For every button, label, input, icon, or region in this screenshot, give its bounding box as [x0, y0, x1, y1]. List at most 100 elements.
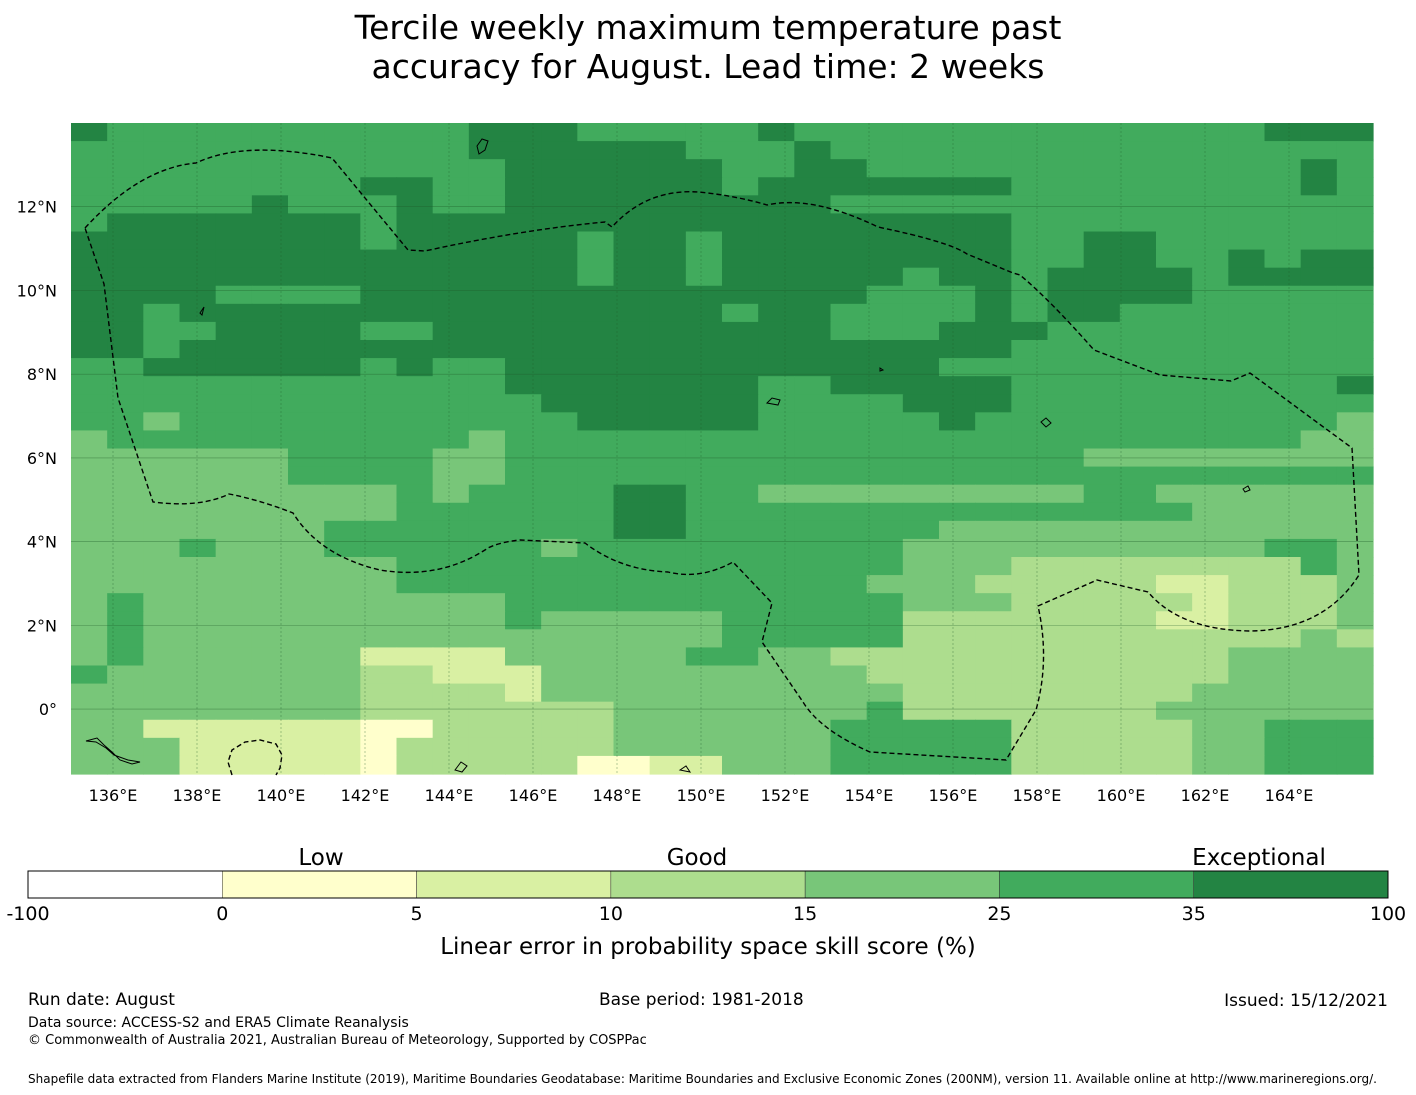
heatmap-cell — [830, 231, 868, 251]
heatmap-cell — [577, 376, 615, 395]
heatmap-cell — [1011, 213, 1049, 233]
heatmap-cell — [939, 575, 976, 594]
heatmap-cell — [1156, 430, 1193, 450]
heatmap-cell — [1083, 177, 1121, 196]
heatmap-cell — [324, 340, 361, 359]
heatmap-cell — [1336, 629, 1374, 649]
heatmap-cell — [722, 321, 759, 341]
heatmap-cell — [505, 340, 542, 359]
heatmap-cell — [1011, 412, 1049, 432]
heatmap-cell — [1300, 394, 1338, 413]
heatmap-cell — [71, 665, 108, 685]
heatmap-cell — [107, 213, 144, 233]
heatmap-cell — [794, 557, 832, 576]
heatmap-cell — [1300, 358, 1338, 377]
heatmap-cell — [613, 593, 651, 612]
latitude-label: 6°N — [27, 449, 57, 468]
heatmap-cell — [939, 249, 976, 269]
heatmap-cell — [758, 737, 795, 757]
heatmap-cell — [830, 665, 868, 685]
heatmap-cell — [396, 665, 434, 685]
heatmap-cell — [758, 665, 795, 685]
heatmap-cell — [1336, 412, 1374, 432]
heatmap-cell — [71, 593, 108, 612]
heatmap-cell — [939, 376, 976, 395]
heatmap-cell — [613, 575, 651, 594]
heatmap-cell — [1228, 267, 1266, 287]
heatmap-cell — [505, 502, 542, 522]
heatmap-cell — [722, 249, 759, 269]
map-title: Tercile weekly maximum temperature past … — [0, 8, 1416, 86]
heatmap-cell — [1336, 484, 1374, 504]
heatmap-cell — [1300, 430, 1338, 450]
heatmap-cell — [1083, 249, 1121, 269]
heatmap-cell — [324, 141, 361, 160]
heatmap-cell — [939, 195, 976, 215]
heatmap-cell — [215, 249, 253, 269]
heatmap-cell — [324, 249, 361, 269]
heatmap-cell — [1119, 557, 1157, 576]
heatmap-cell — [71, 213, 108, 233]
heatmap-cell — [288, 701, 325, 721]
heatmap-cell — [613, 665, 651, 685]
heatmap-cell — [1156, 340, 1193, 359]
heatmap-cell — [975, 303, 1012, 323]
heatmap-cell — [324, 575, 361, 594]
heatmap-cell — [613, 249, 651, 269]
heatmap-cell — [866, 520, 904, 540]
heatmap-cell — [794, 430, 832, 450]
heatmap-cell — [1083, 466, 1121, 486]
heatmap-cell — [1047, 665, 1085, 685]
heatmap-cell — [71, 358, 108, 377]
heatmap-cell — [1264, 285, 1302, 305]
heatmap-cell — [1192, 177, 1229, 196]
heatmap-cell — [288, 285, 325, 305]
heatmap-cell — [541, 321, 578, 341]
heatmap-cell — [1300, 629, 1338, 649]
heatmap-cell — [794, 159, 832, 178]
heatmap-cell — [1119, 484, 1157, 504]
heatmap-cell — [1336, 683, 1374, 703]
heatmap-cell — [1300, 538, 1338, 558]
heatmap-cell — [143, 358, 181, 377]
heatmap-cell — [722, 466, 759, 486]
heatmap-cell — [215, 557, 253, 576]
heatmap-cell — [1192, 683, 1229, 703]
heatmap-cell — [1119, 538, 1157, 558]
heatmap-cell — [107, 611, 144, 630]
heatmap-cell — [179, 412, 217, 432]
heatmap-cell — [288, 195, 325, 215]
heatmap-cell — [396, 466, 434, 486]
heatmap-cell — [541, 665, 578, 685]
heatmap-cell — [1119, 213, 1157, 233]
heatmap-cell — [143, 575, 181, 594]
heatmap-cell — [830, 285, 868, 305]
heatmap-cell — [360, 430, 398, 450]
heatmap-cell — [794, 412, 832, 432]
heatmap-cell — [288, 123, 325, 142]
heatmap-cell — [251, 249, 289, 269]
heatmap-cell — [1047, 213, 1085, 233]
heatmap-cell — [794, 665, 832, 685]
heatmap-cell — [722, 141, 759, 160]
heatmap-cell — [107, 484, 144, 504]
heatmap-cell — [541, 141, 578, 160]
heatmap-cell — [1300, 737, 1338, 757]
heatmap-cell — [71, 141, 108, 160]
heatmap-cell — [1228, 123, 1266, 142]
heatmap-cell — [722, 430, 759, 450]
heatmap-cell — [866, 213, 904, 233]
heatmap-cell — [649, 321, 687, 341]
heatmap-cell — [1264, 466, 1302, 486]
heatmap-cell — [215, 484, 253, 504]
heatmap-cell — [360, 502, 398, 522]
heatmap-cell — [758, 502, 795, 522]
heatmap-cell — [1192, 285, 1229, 305]
heatmap-cell — [505, 141, 542, 160]
heatmap-cell — [1192, 394, 1229, 413]
heatmap-cell — [1228, 285, 1266, 305]
colorbar-tick-label: -100 — [6, 903, 49, 925]
heatmap-cell — [1300, 665, 1338, 685]
heatmap-cell — [1156, 412, 1193, 432]
heatmap-cell — [215, 520, 253, 540]
